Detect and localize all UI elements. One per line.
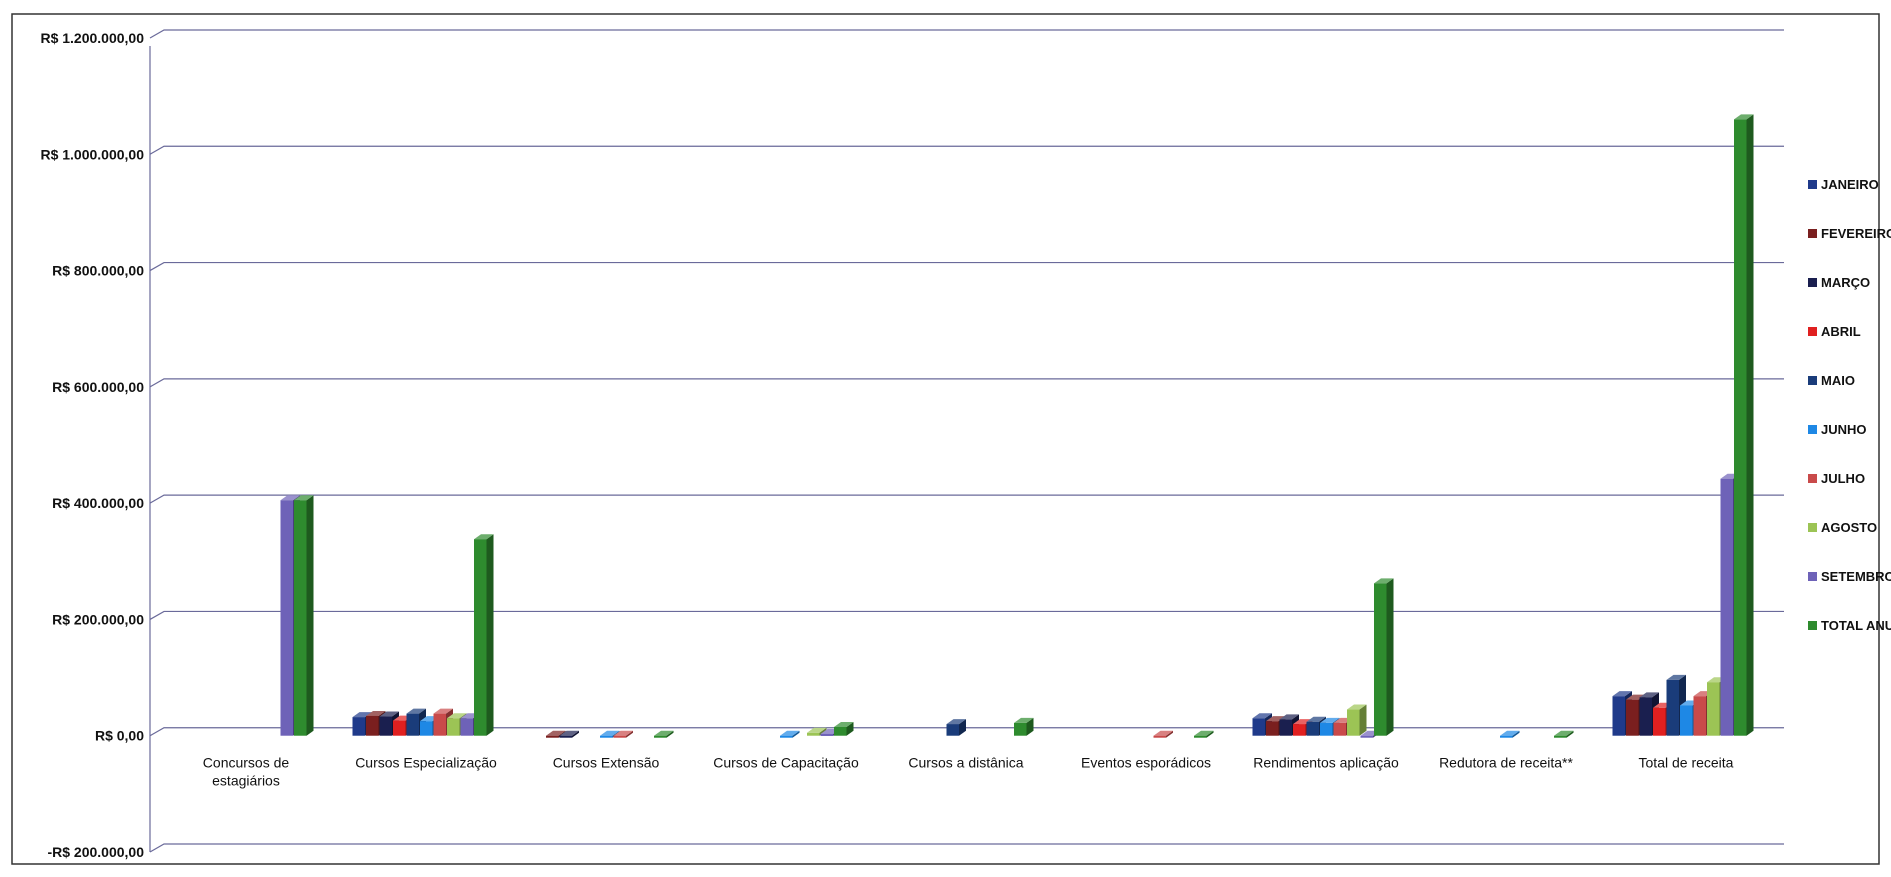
bar — [613, 730, 633, 738]
bar — [559, 730, 579, 738]
legend-item: AGOSTO — [1808, 520, 1877, 535]
gridline — [149, 494, 1784, 504]
x-tick-label: Rendimentos aplicação — [1253, 755, 1399, 771]
y-tick-label: R$ 200.000,00 — [52, 611, 144, 627]
y-tick-label: R$ 400.000,00 — [52, 495, 144, 511]
legend-swatch — [1808, 376, 1817, 385]
legend-item: ABRIL — [1808, 324, 1861, 339]
bar — [1014, 717, 1034, 736]
bar — [1194, 730, 1214, 738]
legend-label: JUNHO — [1821, 422, 1867, 437]
legend-swatch — [1808, 474, 1817, 483]
legend-label: FEVEREIRO — [1821, 226, 1891, 241]
bar — [1734, 114, 1754, 736]
x-axis-ticks: Concursos de estagiários Cursos Especializ… — [203, 755, 1734, 789]
legend-item: JULHO — [1808, 471, 1865, 486]
bar — [946, 719, 966, 736]
legend-swatch — [1808, 425, 1817, 434]
legend-swatch — [1808, 523, 1817, 532]
bar — [294, 495, 314, 736]
bar — [1500, 730, 1520, 738]
x-tick-label: Concursos de estagiários — [203, 755, 290, 789]
bar — [474, 534, 494, 736]
legend-swatch — [1808, 621, 1817, 630]
y-tick-label: R$ 1.200.000,00 — [40, 30, 144, 46]
y-tick-label: -R$ 200.000,00 — [47, 844, 144, 860]
legend-item: JANEIRO — [1808, 177, 1879, 192]
bars — [280, 114, 1754, 738]
bar — [1153, 730, 1173, 738]
legend-label: AGOSTO — [1821, 520, 1877, 535]
legend-label: MAIO — [1821, 373, 1855, 388]
legend-swatch — [1808, 180, 1817, 189]
legend-item: TOTAL ANUAL — [1808, 618, 1891, 633]
legend-swatch — [1808, 572, 1817, 581]
x-tick-label: Cursos Extensão — [553, 755, 660, 771]
bar — [780, 730, 800, 738]
gridline — [149, 610, 1784, 620]
gridline — [149, 378, 1784, 388]
gridline — [149, 145, 1784, 155]
bar — [1554, 730, 1574, 738]
x-tick-label: Cursos de Capacitação — [713, 755, 859, 771]
bar — [834, 721, 854, 736]
legend-swatch — [1808, 327, 1817, 336]
chart-border — [11, 13, 1880, 865]
x-tick-label: Eventos esporádicos — [1081, 755, 1211, 771]
legend-label: MARÇO — [1821, 275, 1870, 290]
legend-item: SETEMBRO — [1808, 569, 1891, 584]
bar — [654, 730, 674, 738]
legend-label: SETEMBRO — [1821, 569, 1891, 584]
legend-item: FEVEREIRO — [1808, 226, 1891, 241]
legend-item: MARÇO — [1808, 275, 1870, 290]
x-tick-label: Redutora de receita** — [1439, 755, 1573, 771]
gridline — [149, 727, 1784, 737]
x-tick-label: Total de receita — [1639, 755, 1734, 771]
bar — [1374, 578, 1394, 736]
bar — [1347, 704, 1367, 736]
y-axis-ticks: -R$ 200.000,00 R$ 0,00 R$ 200.000,00 R$ 400… — [40, 30, 144, 860]
legend-label: TOTAL ANUAL — [1821, 618, 1891, 633]
legend-item: JUNHO — [1808, 422, 1867, 437]
gridline — [149, 261, 1784, 272]
y-tick-label: R$ 1.000.000,00 — [40, 146, 144, 162]
y-tick-label: R$ 0,00 — [95, 728, 144, 744]
gridline — [149, 843, 1784, 853]
legend-item: MAIO — [1808, 373, 1855, 388]
x-tick-label: Cursos a distânica — [908, 755, 1023, 771]
legend-label: ABRIL — [1821, 324, 1861, 339]
gridline — [149, 29, 1784, 39]
legend-label: JANEIRO — [1821, 177, 1879, 192]
y-tick-label: R$ 600.000,00 — [52, 379, 144, 395]
legend-swatch — [1808, 229, 1817, 238]
y-tick-label: R$ 800.000,00 — [52, 263, 144, 279]
legend-swatch — [1808, 278, 1817, 287]
x-tick-label: Cursos Especialização — [355, 755, 497, 771]
legend-label: JULHO — [1821, 471, 1865, 486]
legend: JANEIRO FEVEREIRO MARÇO ABRIL MAIO JUNHO JULHO… — [1808, 177, 1891, 633]
gridlines — [149, 29, 1784, 853]
